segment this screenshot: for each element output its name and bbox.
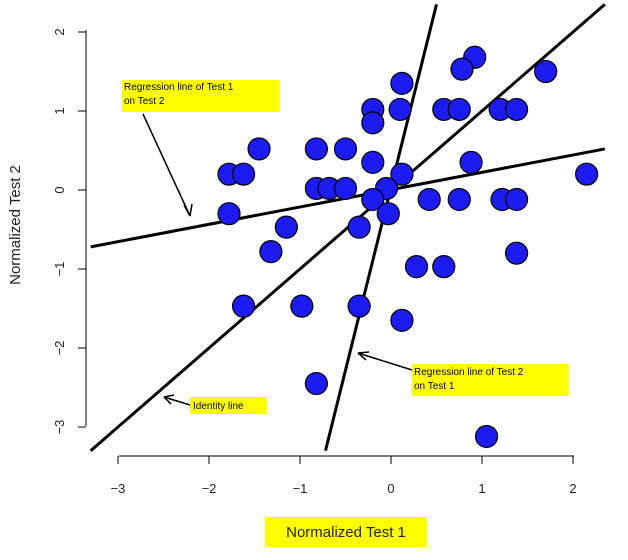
data-point — [361, 187, 385, 212]
regression-line-test2-on-test1 — [324, 3, 438, 452]
data-point — [504, 97, 529, 122]
data-point — [474, 424, 499, 449]
data-point — [504, 241, 529, 265]
data-point — [361, 150, 385, 174]
data-point — [274, 215, 298, 239]
arrow-test2 — [357, 352, 413, 371]
arrow-identity — [163, 396, 191, 406]
x-axis-title-text: Normalized Test 1 — [286, 524, 406, 541]
data-point — [534, 59, 558, 84]
data-point — [390, 308, 414, 332]
data-point — [575, 162, 599, 186]
data-point — [432, 255, 456, 279]
y-axis-title: Normalized Test 2 — [7, 165, 24, 285]
data-point — [459, 150, 483, 174]
data-point — [231, 162, 256, 186]
data-point — [347, 215, 371, 239]
data-point — [347, 294, 371, 318]
annotation-test2-line1: Regression line of Test 2 — [414, 367, 524, 378]
x-tick-label: 0 — [387, 481, 394, 496]
data-point — [390, 71, 414, 95]
data-point — [333, 176, 358, 201]
y-tick-label: −3 — [52, 420, 67, 435]
y-axis: −3 −2 −1 0 1 2 — [52, 28, 87, 435]
x-tick-label: 1 — [478, 481, 485, 496]
data-point — [450, 57, 474, 81]
y-tick-label: 1 — [52, 107, 67, 114]
annotation-test2-line2: on Test 1 — [414, 381, 455, 392]
data-point — [390, 162, 414, 186]
x-tick-label: −2 — [202, 481, 217, 496]
data-points — [217, 45, 599, 449]
x-axis: −3 −2 −1 0 1 2 — [111, 455, 577, 496]
y-tick-label: 0 — [52, 186, 67, 193]
annotation-identity-text: Identity line — [193, 401, 244, 412]
y-tick-label: −1 — [52, 262, 67, 277]
annotation-identity-line: Identity line — [163, 394, 267, 414]
x-tick-label: −1 — [293, 481, 308, 496]
data-point — [361, 111, 385, 135]
data-point — [388, 97, 412, 122]
data-point — [447, 97, 471, 122]
x-tick-label: −3 — [111, 481, 126, 496]
y-tick-label: −2 — [52, 341, 67, 356]
data-point — [304, 137, 328, 161]
annotation-regression-test2-on-test1: Regression line of Test 2 on Test 1 — [357, 351, 569, 396]
data-point — [304, 371, 328, 396]
data-point — [231, 294, 256, 318]
annotation-test1-line2: on Test 2 — [124, 96, 165, 107]
data-point — [447, 187, 471, 212]
x-axis-title: Normalized Test 1 — [265, 517, 427, 547]
data-point — [247, 137, 271, 161]
annotation-regression-test1-on-test2: Regression line of Test 1 on Test 2 — [122, 80, 280, 217]
data-point — [376, 202, 400, 226]
x-tick-label: 2 — [569, 481, 576, 496]
data-point — [404, 255, 429, 279]
data-point — [290, 294, 314, 318]
data-point — [504, 187, 529, 212]
data-point — [259, 240, 283, 264]
data-point — [217, 202, 241, 226]
data-point — [417, 187, 441, 212]
data-point — [333, 137, 358, 161]
y-tick-label: 2 — [52, 28, 67, 35]
annotation-test1-line1: Regression line of Test 1 — [124, 82, 234, 93]
arrow-test1 — [142, 113, 191, 217]
